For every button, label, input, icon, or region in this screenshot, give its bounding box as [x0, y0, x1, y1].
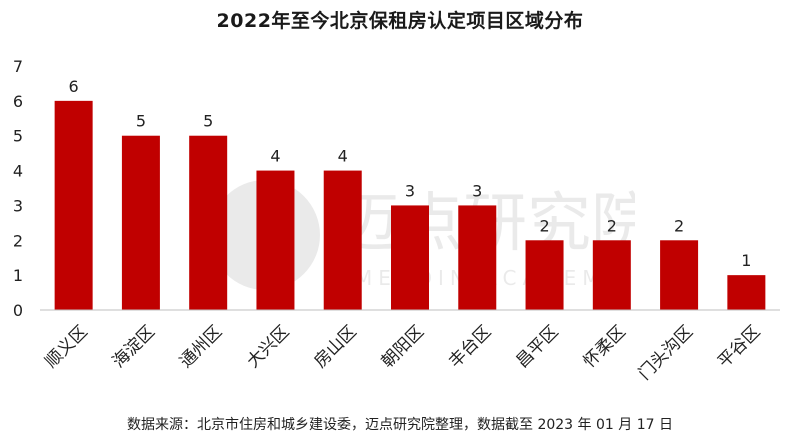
x-tick-label: 怀柔区 [580, 322, 630, 372]
data-label: 2 [539, 216, 549, 235]
x-tick-label: 朝阳区 [378, 322, 428, 372]
x-tick-label: 昌平区 [512, 322, 562, 372]
data-label: 4 [338, 147, 348, 166]
data-label: 6 [69, 77, 79, 96]
y-tick-label: 2 [13, 231, 23, 250]
y-tick-label: 4 [13, 162, 23, 181]
data-label: 3 [405, 181, 415, 200]
data-label: 2 [674, 216, 684, 235]
y-tick-label: 5 [13, 127, 23, 146]
bar [458, 205, 497, 310]
bar [592, 240, 631, 310]
data-label: 5 [136, 112, 146, 131]
data-label: 1 [741, 251, 751, 270]
y-tick-label: 0 [13, 301, 23, 320]
data-label: 3 [472, 181, 482, 200]
bar [54, 100, 93, 310]
x-tick-label: 海淀区 [109, 322, 159, 372]
bar [256, 170, 295, 310]
x-tick-labels-group: 顺义区 海淀区 通州区 大兴区 房山区 朝阳区 丰台区 昌平区 怀柔区 门头沟区 平谷区 [41, 322, 764, 384]
chart-title: 2022年至今北京保租房认定项目区域分布 [216, 10, 584, 32]
bar [727, 275, 766, 310]
x-tick-label: 顺义区 [41, 322, 91, 372]
x-tick-label: 大兴区 [243, 322, 293, 372]
bars-group [54, 100, 766, 310]
y-axis: 0 1 2 3 4 5 6 7 [13, 57, 23, 320]
bar [660, 240, 699, 310]
y-tick-label: 3 [13, 196, 23, 215]
bar [525, 240, 564, 310]
data-label: 2 [607, 216, 617, 235]
y-tick-label: 1 [13, 266, 23, 285]
data-label: 5 [203, 112, 213, 131]
y-tick-label: 7 [13, 57, 23, 76]
x-tick-label: 通州区 [176, 322, 226, 372]
x-tick-label: 门头沟区 [635, 322, 697, 384]
x-tick-label: 平谷区 [714, 322, 764, 372]
bar [121, 135, 160, 310]
bar [323, 170, 362, 310]
x-tick-label: 丰台区 [445, 322, 495, 372]
value-labels-group: 6 5 5 4 4 3 3 2 2 2 1 [69, 77, 752, 270]
bar [391, 205, 429, 310]
y-tick-label: 6 [13, 92, 23, 111]
data-label: 4 [270, 147, 280, 166]
source-note: 数据来源：北京市住房和城乡建设委，迈点研究院整理，数据截至 2023 年 01 … [127, 417, 673, 433]
x-tick-label: 房山区 [311, 322, 361, 372]
bar [189, 135, 228, 310]
